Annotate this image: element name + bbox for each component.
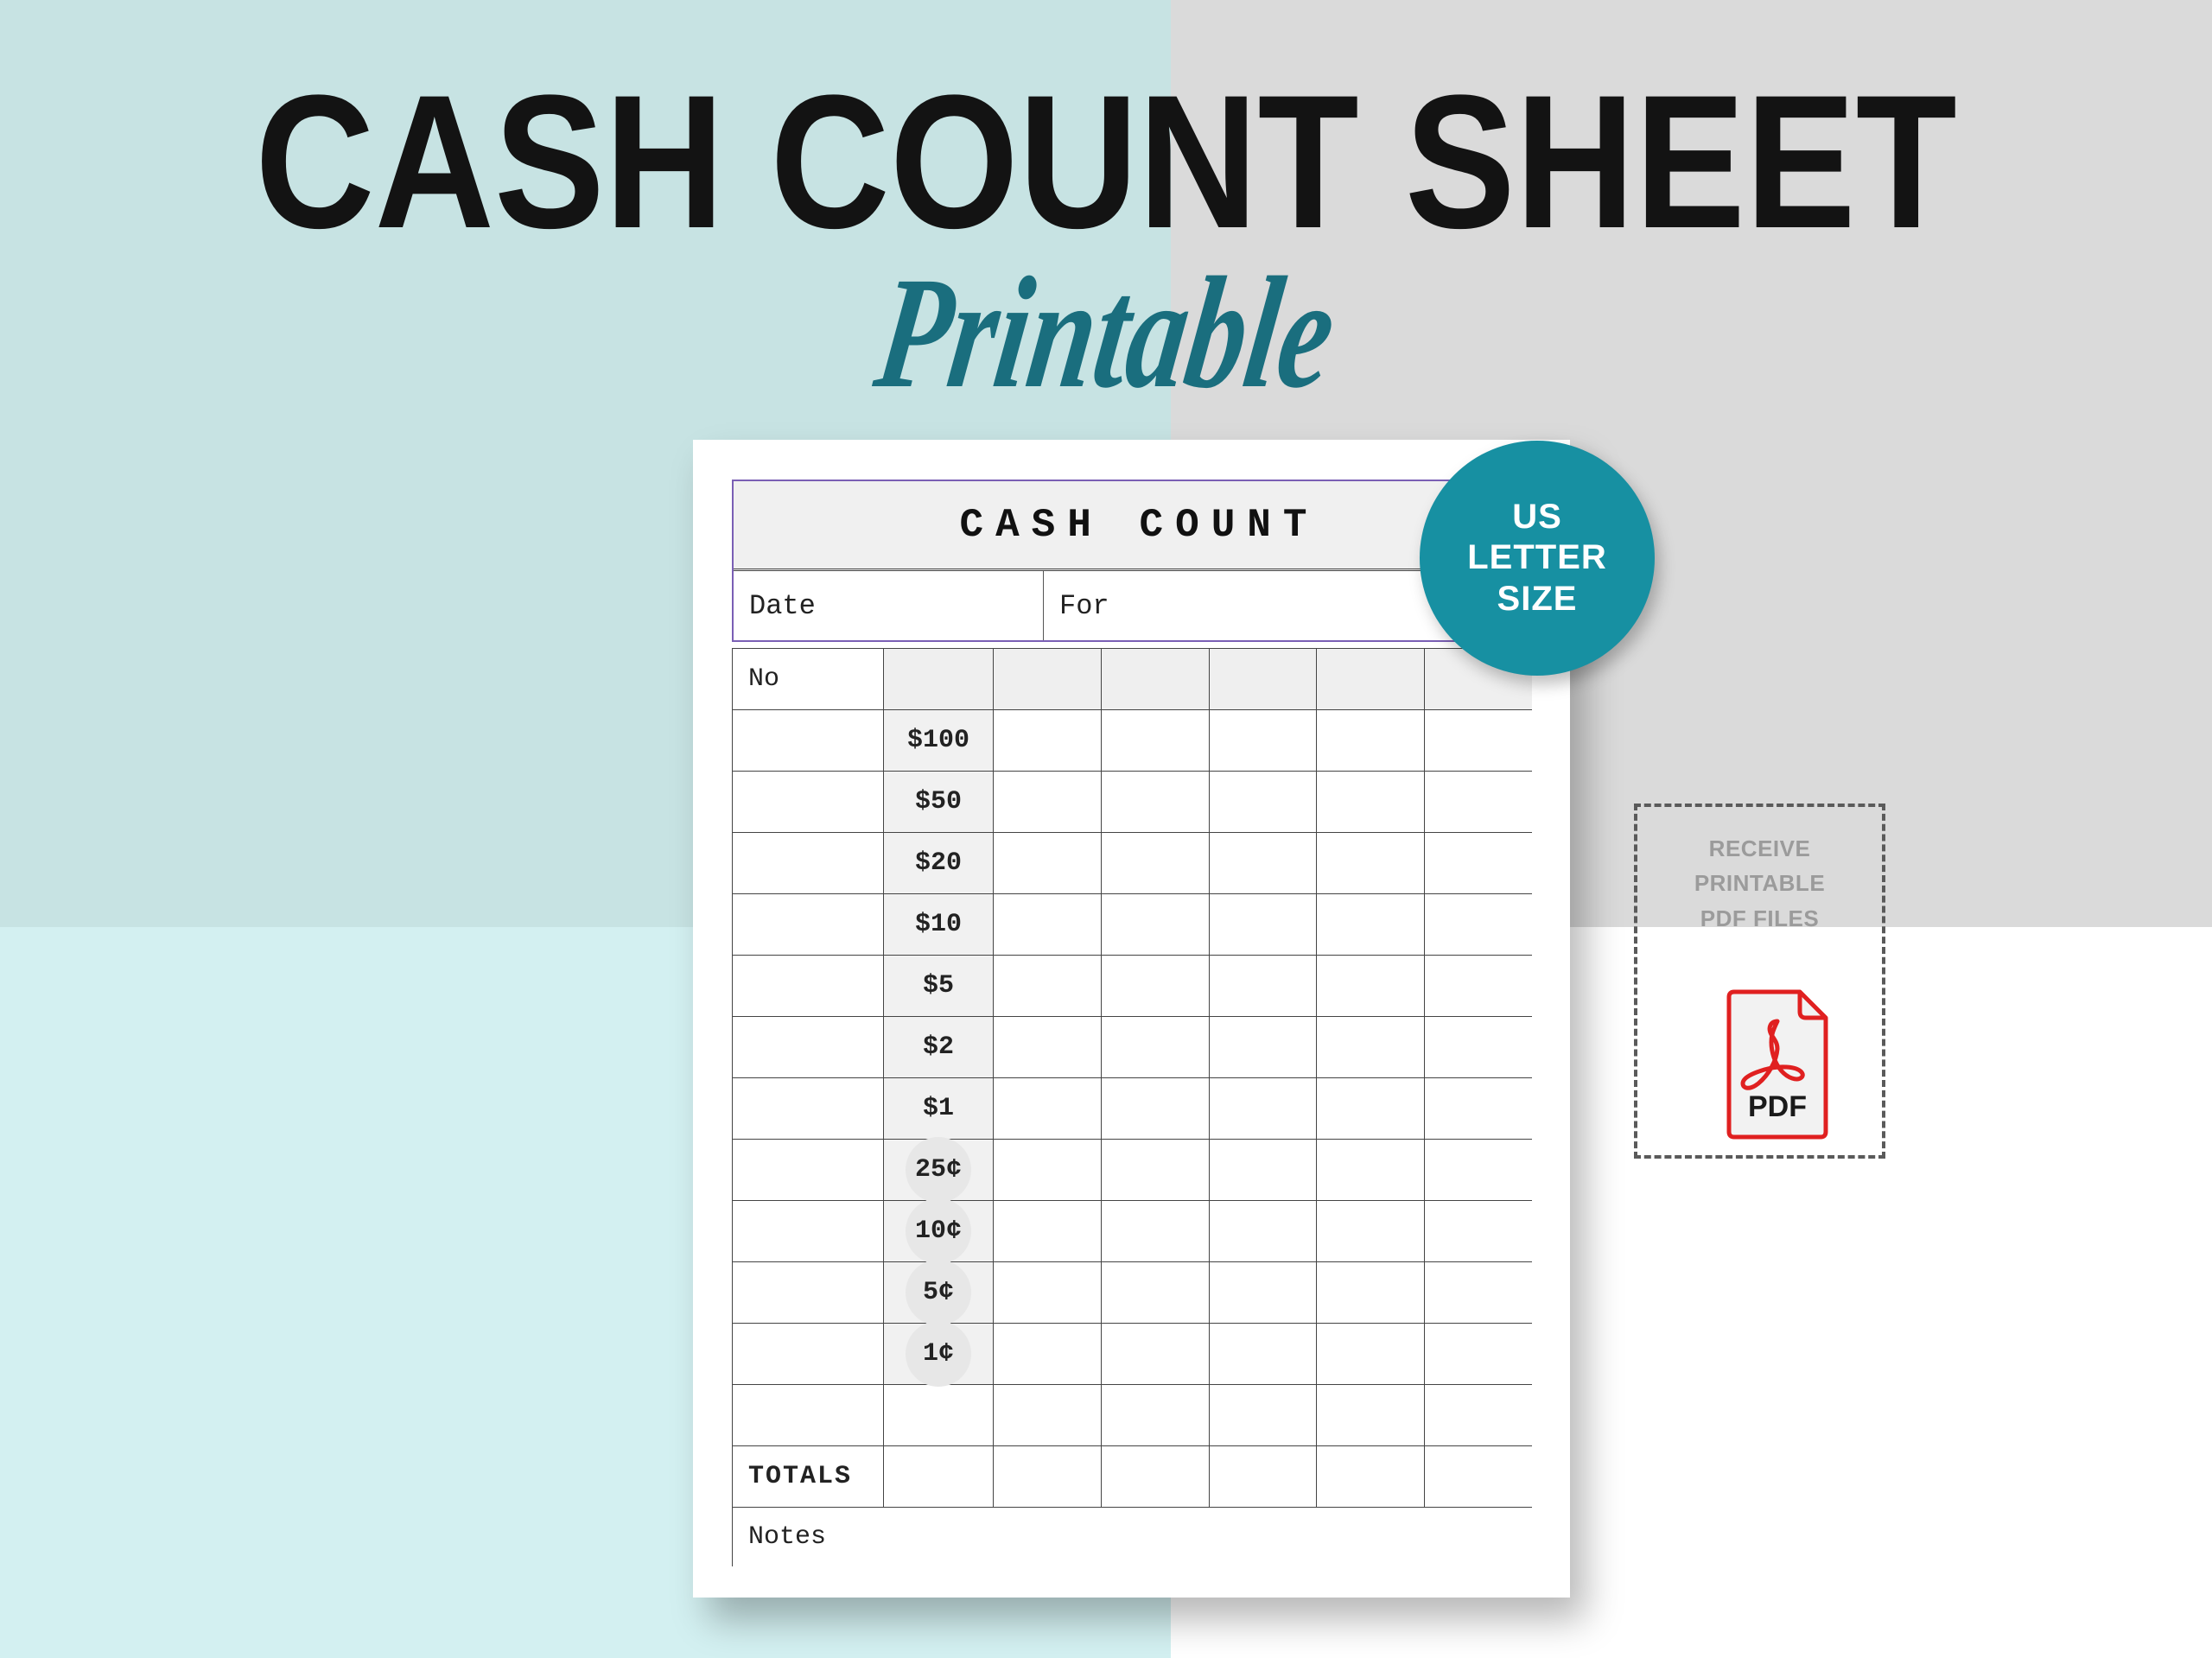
svg-text:PDF: PDF: [1748, 1090, 1807, 1123]
